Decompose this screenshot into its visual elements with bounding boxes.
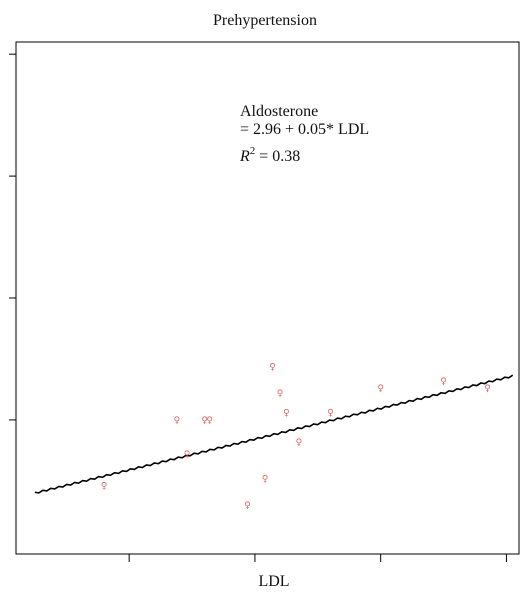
data-point-1: ♀	[174, 416, 181, 426]
data-point-10: ♀	[296, 438, 303, 448]
data-point-14: ♀	[484, 384, 491, 394]
r-squared-value: = 0.38	[255, 148, 300, 165]
data-point-2: ♀	[184, 450, 191, 460]
r-squared-symbol: R	[239, 148, 250, 165]
x-axis-ticks	[128, 554, 507, 562]
annotation-line-2: = 2.96 + 0.05* LDL	[240, 121, 369, 138]
annotation-r-squared: R2 = 0.38	[239, 145, 300, 165]
data-point-5: ♀	[244, 501, 251, 511]
data-point-11: ♀	[327, 409, 334, 419]
data-points: ♀♀♀♀♀♀♀♀♀♀♀♀♀♀♀	[101, 362, 491, 511]
annotation-line-1: Aldosterone	[240, 103, 318, 120]
x-axis-label: LDL	[258, 573, 289, 590]
data-point-9: ♀	[283, 409, 290, 419]
chart-title: Prehypertension	[213, 12, 317, 29]
y-axis-ticks	[9, 53, 16, 421]
data-point-12: ♀	[377, 384, 384, 394]
r-squared-exponent: 2	[250, 145, 256, 157]
regression-annotation: Aldosterone = 2.96 + 0.05* LDL R2 = 0.38	[239, 103, 369, 165]
data-point-3: ♀	[201, 416, 208, 426]
data-point-4: ♀	[206, 416, 213, 426]
regression-line	[34, 374, 514, 494]
data-point-7: ♀	[269, 362, 276, 372]
data-point-13: ♀	[440, 377, 447, 387]
data-point-8: ♀	[277, 389, 284, 399]
data-point-6: ♀	[262, 474, 269, 484]
data-point-0: ♀	[101, 482, 108, 492]
